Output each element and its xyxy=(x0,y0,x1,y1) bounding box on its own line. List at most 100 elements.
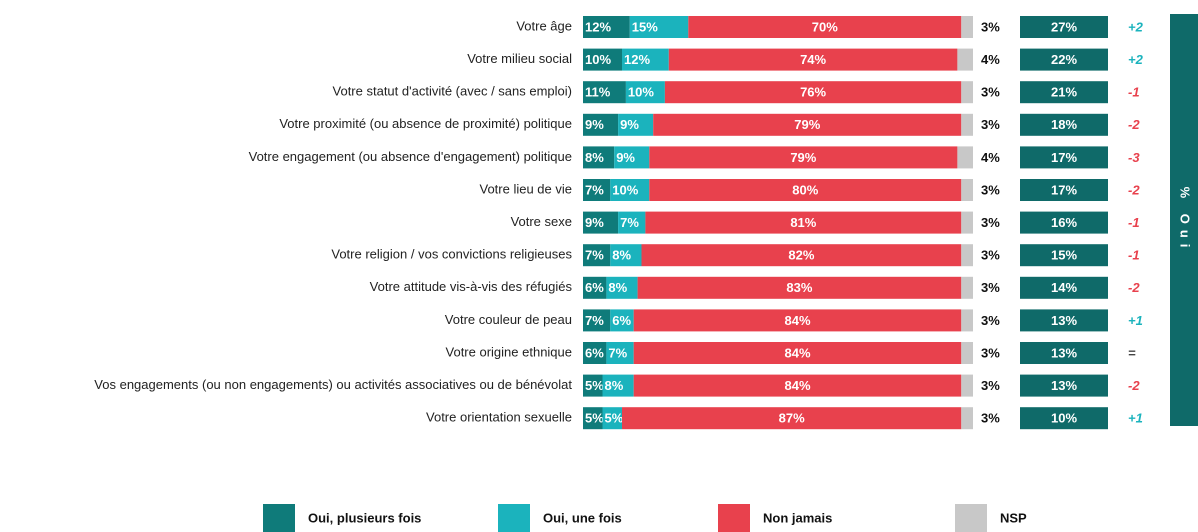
value-label: 5% xyxy=(605,411,624,426)
value-label: 3% xyxy=(981,280,1000,295)
bar-segment xyxy=(583,211,619,234)
legend-swatch xyxy=(955,504,987,532)
evolution-label: -2 xyxy=(1128,280,1140,295)
value-label: 3% xyxy=(981,85,1000,100)
total-label: 17% xyxy=(1051,182,1077,197)
value-label: 79% xyxy=(794,117,820,132)
total-label: 22% xyxy=(1051,52,1077,67)
bar-segment xyxy=(618,113,654,136)
value-label: 8% xyxy=(608,280,627,295)
evolution-label: -2 xyxy=(1128,378,1140,393)
evolution-label: +2 xyxy=(1128,19,1144,34)
total-box xyxy=(1020,407,1108,430)
value-label: 83% xyxy=(786,280,812,295)
side-label: % Oui xyxy=(1178,187,1193,254)
bar-segment xyxy=(961,179,973,201)
bar-segment xyxy=(629,16,689,38)
category-label: Votre statut d'activité (avec / sans emp… xyxy=(333,84,572,99)
evolution-label: -2 xyxy=(1128,117,1140,132)
value-label: 3% xyxy=(981,411,1000,426)
value-label: 3% xyxy=(981,182,1000,197)
total-box xyxy=(1020,179,1108,201)
bar-segment xyxy=(641,244,962,267)
category-label: Votre proximité (ou absence de proximité… xyxy=(279,116,572,131)
value-label: 4% xyxy=(981,150,1000,165)
bar-segment xyxy=(583,16,630,38)
bar-segment xyxy=(961,244,973,267)
value-label: 70% xyxy=(812,19,838,34)
category-label: Votre orientation sexuelle xyxy=(426,410,572,425)
category-label: Votre attitude vis-à-vis des réfugiés xyxy=(370,279,573,294)
bar-segment xyxy=(614,146,650,169)
total-label: 17% xyxy=(1051,150,1077,165)
bar-segment xyxy=(961,374,973,397)
evolution-label: -2 xyxy=(1128,182,1140,197)
bar-segment xyxy=(583,309,611,332)
value-label: 3% xyxy=(981,117,1000,132)
bar-segment xyxy=(645,211,962,234)
legend-swatch xyxy=(498,504,530,532)
total-label: 10% xyxy=(1051,411,1077,426)
evolution-label: +2 xyxy=(1128,52,1144,67)
value-label: 87% xyxy=(779,411,805,426)
bar-segment xyxy=(602,407,622,430)
total-box xyxy=(1020,309,1108,332)
value-label: 7% xyxy=(585,313,604,328)
bar-segment xyxy=(610,179,650,201)
value-label: 9% xyxy=(620,117,639,132)
legend-label: Oui, une fois xyxy=(543,510,622,525)
bar-segment xyxy=(961,211,973,234)
bar-segment xyxy=(583,374,603,397)
evolution-label: +1 xyxy=(1128,411,1143,426)
evolution-label: -1 xyxy=(1128,85,1140,100)
value-label: 9% xyxy=(616,150,635,165)
bar-segment xyxy=(649,146,958,169)
bar-segment xyxy=(637,276,962,299)
bar-segment xyxy=(961,81,973,104)
category-label: Votre couleur de peau xyxy=(445,312,572,327)
legend-label: NSP xyxy=(1000,510,1027,525)
value-label: 8% xyxy=(612,248,631,263)
bar-segment xyxy=(961,407,973,430)
legend-label: Non jamais xyxy=(763,510,832,525)
legend-label: Oui, plusieurs fois xyxy=(308,510,421,525)
total-box xyxy=(1020,16,1108,38)
value-label: 5% xyxy=(585,411,604,426)
value-label: 3% xyxy=(981,19,1000,34)
value-label: 6% xyxy=(585,280,604,295)
value-label: 8% xyxy=(585,150,604,165)
bar-segment xyxy=(961,342,973,364)
value-label: 4% xyxy=(981,52,1000,67)
bar-segment xyxy=(583,179,611,201)
total-label: 13% xyxy=(1051,378,1077,393)
bar-segment xyxy=(664,81,962,104)
value-label: 3% xyxy=(981,345,1000,360)
bar-segment xyxy=(583,276,607,299)
value-label: 74% xyxy=(800,52,826,67)
bar-segment xyxy=(957,146,973,169)
total-box xyxy=(1020,81,1108,104)
bar-segment xyxy=(961,113,973,136)
bar-segment xyxy=(633,342,962,364)
total-label: 14% xyxy=(1051,280,1077,295)
value-label: 84% xyxy=(784,313,810,328)
value-label: 10% xyxy=(628,85,654,100)
bar-segment xyxy=(583,113,619,136)
total-label: 13% xyxy=(1051,345,1077,360)
value-label: 80% xyxy=(792,182,818,197)
value-label: 81% xyxy=(790,215,816,230)
bar-segment xyxy=(961,309,973,332)
value-label: 3% xyxy=(981,215,1000,230)
value-label: 84% xyxy=(784,345,810,360)
value-label: 3% xyxy=(981,378,1000,393)
category-label: Votre religion / vos convictions religie… xyxy=(331,247,572,262)
value-label: 79% xyxy=(790,150,816,165)
category-label: Votre âge xyxy=(516,18,572,33)
evolution-label: -1 xyxy=(1128,215,1140,230)
bar-segment xyxy=(622,48,669,71)
bar-segment xyxy=(583,48,622,71)
total-box xyxy=(1020,48,1108,71)
total-label: 27% xyxy=(1051,19,1077,34)
bar-segment xyxy=(688,16,962,38)
bar-segment xyxy=(583,407,603,430)
